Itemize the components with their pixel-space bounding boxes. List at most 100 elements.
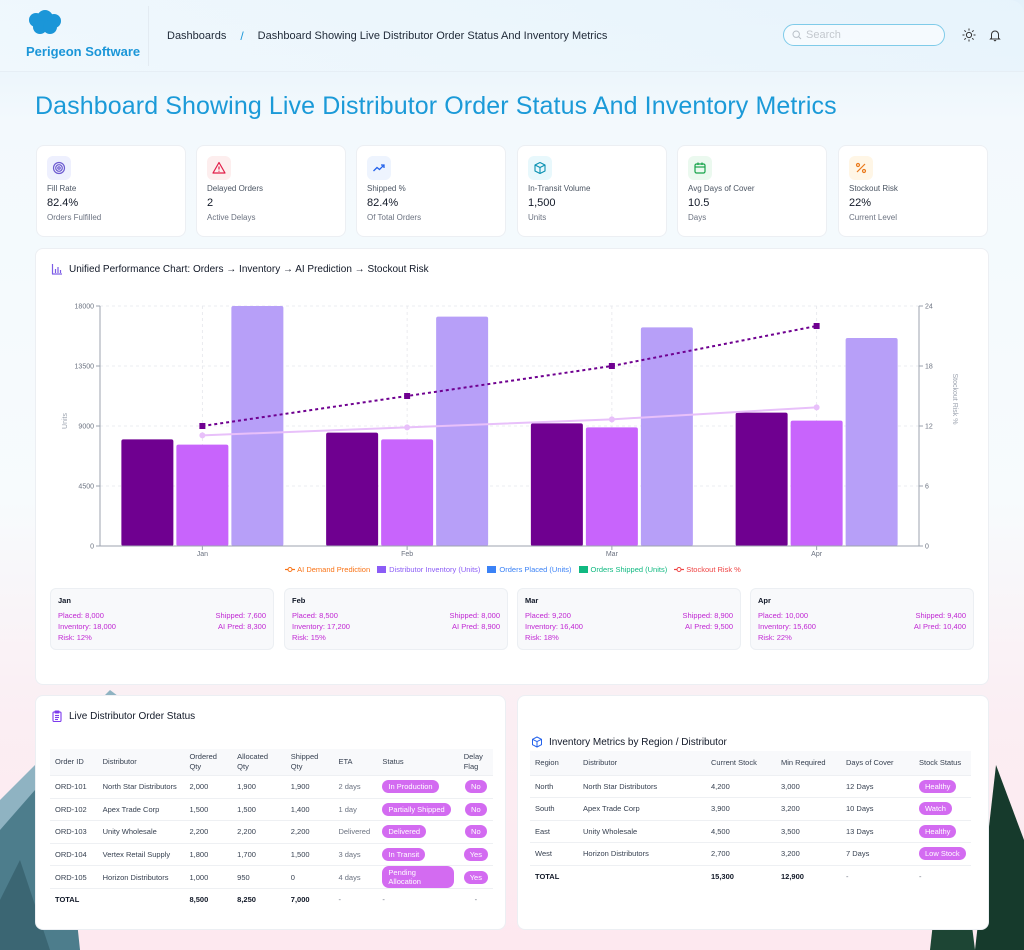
y-tick-label: 13500 [75, 364, 95, 371]
y-tick-label: 4500 [78, 484, 94, 491]
column-header[interactable]: Status [377, 749, 459, 776]
kpi-card-delayed-orders[interactable]: Delayed Orders 2 Active Delays [196, 145, 346, 237]
delay-flag-badge: No [465, 780, 487, 794]
column-header[interactable]: Ordered Qty [184, 749, 233, 776]
risk-value: Risk: 12% [58, 633, 92, 642]
breadcrumb-dashboards[interactable]: Dashboards [167, 30, 227, 42]
delay-flag-cell: No [458, 797, 493, 821]
table-cell: East [530, 819, 578, 843]
point-ai-demand-prediction-apr [813, 404, 820, 411]
status-cell: Pending Allocation [377, 865, 459, 889]
kpi-card-stockout-risk[interactable]: Stockout Risk 22% Current Level [838, 145, 988, 237]
inventory-value: Inventory: 15,600 [758, 622, 816, 631]
brand[interactable]: Perigeon Software [22, 10, 148, 64]
month-title: Apr [758, 596, 771, 605]
table-cell: ORD-105 [50, 865, 98, 889]
table-row[interactable]: North North Star Distributors 4,200 3,000 12… [530, 774, 971, 798]
column-header[interactable]: Distributor [578, 751, 706, 775]
delay-flag-badge: No [465, 825, 487, 839]
kpi-icon-bg [207, 156, 231, 180]
total-cell: - [377, 888, 459, 911]
legend-swatch [578, 566, 588, 573]
table-cell: 1,000 [184, 865, 233, 889]
table-cell: ORD-104 [50, 842, 98, 866]
top-header: Perigeon Software Dashboards / Dashboard… [0, 0, 1024, 72]
delay-flag-badge: No [465, 802, 487, 816]
stock-status-badge: Healthy [919, 824, 957, 838]
column-header[interactable]: Min Required [776, 751, 841, 775]
total-cell [578, 864, 706, 887]
table-row[interactable]: ORD-105 Horizon Distributors 1,000 950 0 4 da… [50, 865, 493, 889]
kpi-card-fill-rate[interactable]: Fill Rate 82.4% Orders Fulfilled [36, 145, 186, 237]
table-row[interactable]: ORD-104 Vertex Retail Supply 1,800 1,700 1,5… [50, 842, 493, 866]
kpi-icon-bg [367, 156, 391, 180]
stock-status-badge: Watch [919, 802, 952, 816]
y2-tick-label: 12 [925, 424, 933, 431]
table-cell: Unity Wholesale [578, 819, 706, 843]
risk-value: Risk: 18% [525, 633, 559, 642]
legend-item[interactable]: Orders Placed (Units) [487, 565, 572, 574]
bell-icon[interactable] [988, 28, 1002, 42]
legend-label: Orders Placed (Units) [499, 565, 572, 574]
bar-orders-placed-units-apr [735, 412, 788, 546]
column-header[interactable]: Order ID [50, 749, 98, 776]
sun-icon[interactable] [962, 28, 976, 42]
search-box[interactable] [783, 24, 945, 46]
column-header[interactable]: Days of Cover [841, 751, 914, 775]
inventory-metrics-title-text: Inventory Metrics by Region / Distributo… [549, 736, 727, 748]
chart-legend: AI Demand Prediction Distributor Inventor… [36, 565, 990, 574]
total-cell: TOTAL [50, 888, 98, 911]
x-tick-label: Mar [606, 551, 619, 558]
delay-flag-cell: No [458, 820, 493, 843]
kpi-card-shipped-percent[interactable]: Shipped % 82.4% Of Total Orders [356, 145, 506, 237]
column-header[interactable]: Region [530, 751, 578, 775]
legend-item[interactable]: Stockout Risk % [674, 565, 741, 574]
table-row[interactable]: South Apex Trade Corp 3,900 3,200 10 Days Wat… [530, 797, 971, 820]
table-cell: 2,200 [285, 820, 334, 843]
stock-status-cell: Watch [914, 797, 971, 820]
stock-status-badge: Healthy [919, 779, 957, 793]
legend-item[interactable]: AI Demand Prediction [285, 565, 370, 574]
search-input[interactable] [806, 29, 926, 41]
column-header[interactable]: Distributor [97, 749, 185, 776]
legend-item[interactable]: Orders Shipped (Units) [578, 565, 667, 574]
kpi-card-in-transit[interactable]: In-Transit Volume 1,500 Units [517, 145, 667, 237]
column-header[interactable]: Current Stock [706, 751, 776, 775]
column-header[interactable]: Shipped Qty [285, 749, 334, 776]
package-icon [534, 161, 546, 175]
column-header[interactable]: Allocated Qty [232, 749, 286, 776]
table-cell: Horizon Distributors [97, 865, 185, 889]
column-header[interactable]: Stock Status [914, 751, 971, 775]
legend-item[interactable]: Distributor Inventory (Units) [377, 565, 480, 574]
month-title: Mar [525, 596, 539, 605]
chart-title-text: Unified Performance Chart: Orders → Inve… [69, 263, 429, 275]
table-cell: 3,200 [776, 797, 841, 820]
kpi-value: 10.5 [688, 197, 710, 209]
column-header[interactable]: ETA [333, 749, 378, 776]
order-status-table: Order ID Distributor Ordered Qty Allocated … [50, 749, 493, 911]
status-cell: In Transit [377, 842, 459, 866]
status-badge: Partially Shipped [382, 802, 451, 816]
total-cell: 7,000 [285, 888, 334, 911]
line-stockout-risk [202, 325, 817, 427]
kpi-card-days-of-cover[interactable]: Avg Days of Cover 10.5 Days [677, 145, 827, 237]
table-row[interactable]: West Horizon Distributors 2,700 3,200 7 Days… [530, 842, 971, 865]
shipped-value: Shipped: 7,600 [215, 611, 266, 620]
table-row[interactable]: ORD-103 Unity Wholesale 2,200 2,200 2,200 Del… [50, 820, 493, 843]
table-row[interactable]: East Unity Wholesale 4,500 3,500 13 Days Heal… [530, 819, 971, 843]
table-cell: 13 Days [841, 819, 914, 843]
bar-distributor-inventory-units-feb [436, 316, 489, 546]
table-row[interactable]: ORD-102 Apex Trade Corp 1,500 1,500 1,400 1 d… [50, 797, 493, 821]
total-cell [97, 888, 185, 911]
table-cell: ORD-103 [50, 820, 98, 843]
inventory-metrics-table: Region Distributor Current Stock Min Requir… [530, 751, 971, 887]
table-cell: 1,700 [232, 842, 286, 866]
breadcrumb: Dashboards / Dashboard Showing Live Dist… [167, 29, 607, 43]
kpi-value: 1,500 [528, 197, 556, 209]
table-row[interactable]: ORD-101 North Star Distributors 2,000 1,900… [50, 775, 493, 798]
table-cell: 3 days [333, 842, 378, 866]
column-header[interactable]: Delay Flag [458, 749, 493, 776]
shipped-value: Shipped: 8,000 [449, 611, 500, 620]
month-summary-jan: Jan Placed: 8,000 Shipped: 7,600 Invento… [50, 588, 274, 650]
bar-distributor-inventory-units-mar [640, 327, 693, 546]
